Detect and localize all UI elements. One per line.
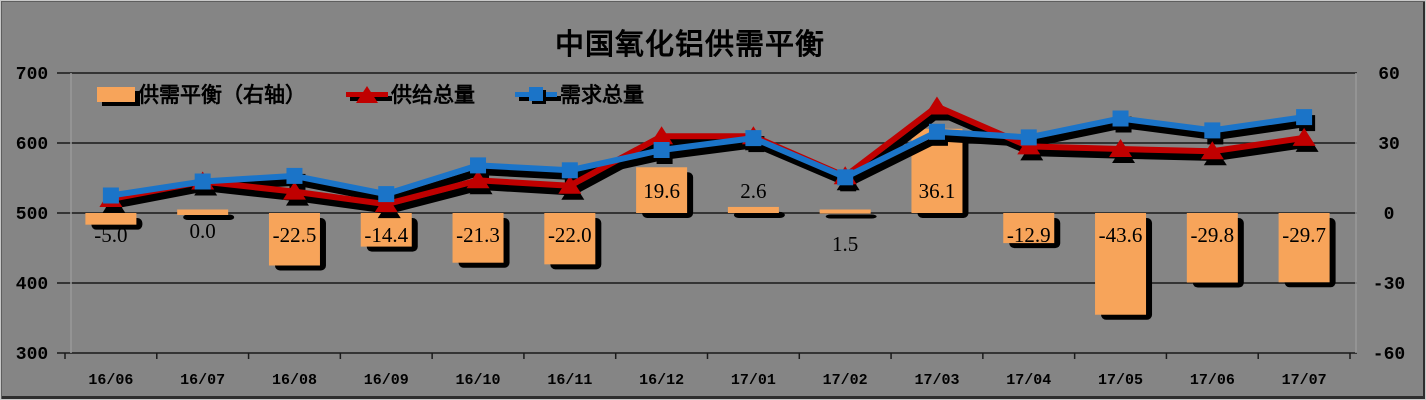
demand-marker bbox=[470, 157, 487, 174]
bar-value-label: -29.8 bbox=[1190, 223, 1234, 247]
bar-value-label: 36.1 bbox=[919, 179, 956, 203]
balance-bar bbox=[268, 213, 320, 266]
y-tick-label-left: 700 bbox=[16, 65, 48, 85]
legend-label-supply: 供给总量 bbox=[391, 83, 475, 107]
bar-shadow bbox=[183, 214, 235, 220]
balance-bar bbox=[636, 167, 688, 213]
legend: 供需平衡（右轴） 供给总量 需求总量 bbox=[97, 79, 644, 109]
balance-bar bbox=[360, 213, 412, 247]
demand-marker bbox=[745, 130, 762, 147]
x-tick-label: 16/10 bbox=[456, 372, 501, 389]
demand-marker bbox=[378, 186, 395, 203]
triangle-marker-icon bbox=[346, 85, 388, 103]
demand-marker bbox=[561, 162, 578, 179]
balance-bar bbox=[452, 213, 504, 263]
balance-bar bbox=[177, 209, 229, 215]
demand-marker bbox=[653, 142, 670, 158]
bar-value-label: 19.6 bbox=[643, 179, 680, 203]
demand-marker bbox=[194, 173, 211, 190]
y-tick-label-right: 60 bbox=[1378, 65, 1400, 85]
y-tick-label-left: 500 bbox=[16, 205, 48, 225]
bar-value-label: -22.5 bbox=[273, 223, 317, 247]
x-tick-label: 17/05 bbox=[1098, 372, 1143, 389]
y-tick-label-left: 300 bbox=[16, 345, 48, 365]
demand-marker bbox=[286, 167, 303, 184]
demand-marker bbox=[837, 169, 854, 186]
demand-marker bbox=[1020, 129, 1037, 146]
legend-item-supply: 供给总量 bbox=[346, 79, 475, 109]
balance-bar bbox=[1003, 213, 1055, 244]
bar-value-label: -29.7 bbox=[1282, 223, 1326, 247]
supply-marker bbox=[650, 126, 674, 145]
x-tick-label: 17/02 bbox=[823, 372, 868, 389]
bar-shadow bbox=[825, 214, 877, 219]
supply-line bbox=[110, 103, 1305, 208]
supply-marker bbox=[466, 170, 490, 189]
supply-marker bbox=[1017, 136, 1041, 155]
bar-value-label: 2.6 bbox=[740, 179, 766, 203]
x-tick-label: 17/03 bbox=[914, 372, 959, 389]
demand-marker bbox=[1204, 122, 1221, 139]
x-tick-label: 17/01 bbox=[731, 372, 776, 389]
legend-label-demand: 需求总量 bbox=[560, 83, 644, 107]
demand-marker bbox=[928, 123, 945, 140]
y-tick-label-right: -60 bbox=[1373, 345, 1405, 365]
square-marker-icon bbox=[515, 85, 557, 103]
x-tick-label: 16/11 bbox=[547, 372, 592, 389]
bar-shadow bbox=[733, 211, 785, 218]
bar-value-label: -22.0 bbox=[548, 223, 592, 247]
balance-bar bbox=[85, 213, 137, 225]
chart-title: 中国氧化铝供需平衡 bbox=[554, 27, 825, 61]
bar-value-label: -21.3 bbox=[456, 223, 500, 247]
bar-value-label: 1.5 bbox=[832, 232, 858, 256]
x-tick-label: 16/12 bbox=[639, 372, 684, 389]
y-tick-label-left: 600 bbox=[16, 135, 48, 155]
y-tick-label-left: 400 bbox=[16, 275, 48, 295]
bar-value-label: -5.0 bbox=[94, 223, 127, 247]
x-tick-label: 17/04 bbox=[1006, 372, 1051, 389]
demand-marker bbox=[1296, 109, 1313, 126]
y-tick-label-right: -30 bbox=[1373, 275, 1405, 295]
x-tick-label: 16/07 bbox=[180, 372, 225, 389]
demand-line-shadow bbox=[113, 119, 1308, 206]
demand-line bbox=[110, 114, 1305, 199]
balance-bar bbox=[819, 209, 871, 214]
legend-item-balance: 供需平衡（右轴） bbox=[97, 79, 306, 109]
balance-bar bbox=[1095, 213, 1147, 315]
y-tick-label-right: 0 bbox=[1384, 205, 1395, 225]
legend-label-balance: 供需平衡（右轴） bbox=[138, 83, 306, 107]
demand-marker bbox=[1112, 110, 1129, 127]
supply-marker bbox=[558, 175, 582, 194]
x-tick-label: 17/07 bbox=[1282, 372, 1327, 389]
bar-value-label: -12.9 bbox=[1007, 223, 1051, 247]
x-tick-label: 16/09 bbox=[364, 372, 409, 389]
supply-marker bbox=[1109, 139, 1133, 158]
bar-value-label: 0.0 bbox=[190, 219, 216, 243]
x-tick-label: 16/06 bbox=[88, 372, 133, 389]
balance-bar bbox=[544, 213, 596, 265]
x-tick-label: 17/06 bbox=[1190, 372, 1235, 389]
balance-bar bbox=[1278, 213, 1330, 283]
x-tick-label: 16/08 bbox=[272, 372, 317, 389]
supply-marker bbox=[925, 96, 949, 115]
legend-item-demand: 需求总量 bbox=[515, 79, 644, 109]
balance-bar bbox=[1186, 213, 1238, 283]
bar-swatch-icon bbox=[97, 86, 135, 102]
bar-value-label: -14.4 bbox=[364, 223, 408, 247]
supply-marker bbox=[1200, 141, 1224, 160]
bar-value-label: -43.6 bbox=[1099, 223, 1143, 247]
demand-marker bbox=[102, 187, 119, 204]
supply-marker bbox=[282, 181, 306, 200]
supply-marker bbox=[1292, 127, 1316, 146]
balance-bar bbox=[727, 206, 779, 213]
y-tick-label-right: 30 bbox=[1378, 135, 1400, 155]
supply-marker bbox=[374, 194, 398, 213]
